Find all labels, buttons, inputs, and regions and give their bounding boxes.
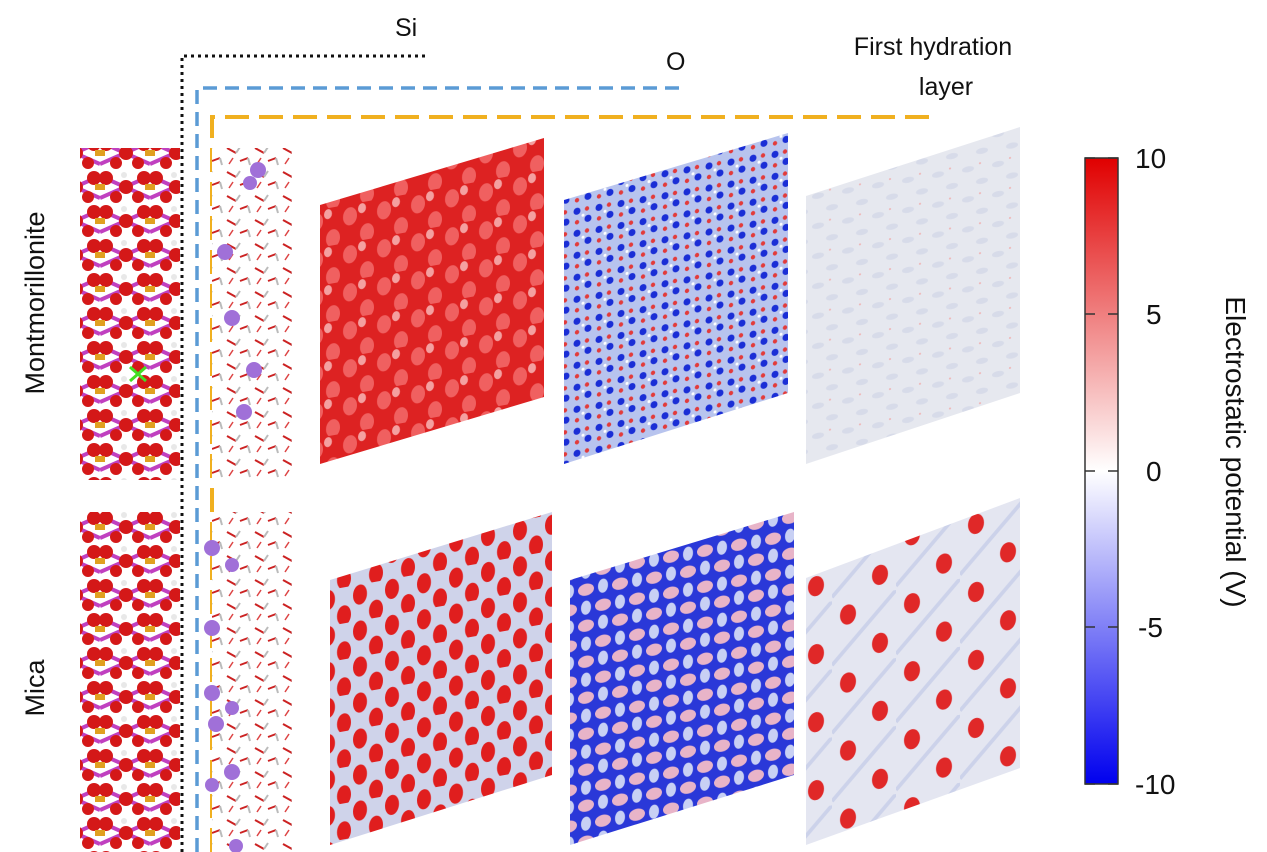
montmorillonite-water [212,148,292,480]
row-label-montmorillonite: Montmorillonite [20,211,50,394]
colorbar-tick-label: -10 [1135,769,1175,800]
o-label: O [666,48,685,76]
montmorillonite-cations [217,162,266,420]
mica-si-map [330,512,552,845]
substitution-marker-icon [129,365,147,383]
colorbar-title: Electrostatic potential (V) [1220,296,1251,607]
si-label: Si [395,14,417,42]
o-plane-line [195,86,686,852]
montmorillonite-hydration-map [806,127,1020,464]
row-label-mica: Mica [20,659,50,717]
colorbar-tick-label: 0 [1146,456,1162,487]
mica-maps [330,498,1020,845]
colorbar-tick-label: -5 [1138,612,1163,643]
mica-cations [204,540,243,852]
mica-water [212,512,292,852]
colorbar-tick-marks [1085,157,1118,785]
hydration-label-line1: First hydration [854,33,1012,61]
montmorillonite-structure [80,148,292,480]
montmorillonite-maps [320,127,1020,464]
colorbar-tick-label: 10 [1135,143,1166,174]
montmorillonite-crystal [80,148,180,480]
mica-structure [80,512,292,852]
hydration-label-line2: layer [919,73,973,101]
colorbar: 10 5 0 -5 -10 Electrostatic potential (V… [1084,143,1251,800]
colorbar-tick-label: 5 [1146,299,1162,330]
montmorillonite-o-map [564,133,788,464]
mica-hydration-map [806,498,1020,845]
mica-o-map [570,512,794,845]
montmorillonite-si-map [320,138,544,464]
mica-crystal [80,512,180,852]
